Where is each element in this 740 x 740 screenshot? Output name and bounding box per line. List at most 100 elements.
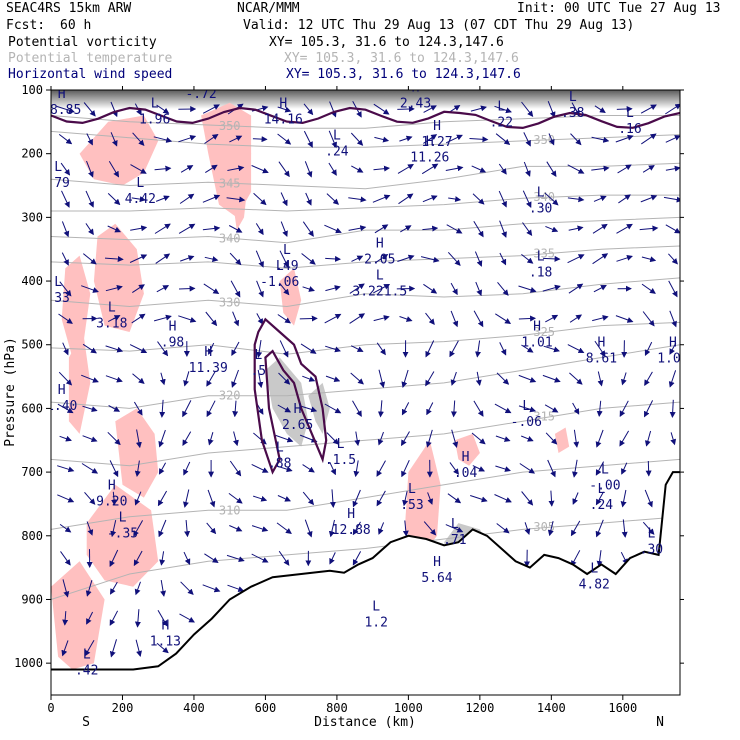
- wind-vector: [108, 161, 120, 178]
- wind-vector: [131, 196, 146, 203]
- isentrope-line: [51, 162, 680, 190]
- wind-vector: [86, 133, 93, 146]
- wind-vector: [58, 134, 73, 145]
- pv-fill-region: [404, 440, 441, 555]
- wind-vector: [108, 405, 121, 412]
- wind-vector: [377, 431, 384, 446]
- wind-vector: [110, 132, 118, 147]
- x-tick-label: 1200: [465, 701, 494, 715]
- wind-vector: [568, 225, 584, 232]
- pv-extremum-kind: H: [279, 96, 287, 111]
- pv-extremum-kind: H: [597, 335, 605, 350]
- pv-extremum-kind: L: [54, 275, 62, 290]
- wind-vector: [109, 460, 119, 478]
- pv-extremum-value: 2.43: [400, 97, 431, 112]
- wind-vector: [475, 371, 482, 386]
- wind-vector: [301, 253, 316, 265]
- wind-vector: [373, 315, 390, 322]
- pv-extremum-value: 4.42: [125, 192, 156, 207]
- wind-vector: [423, 134, 438, 144]
- wind-vector: [518, 374, 537, 383]
- wind-vector: [135, 429, 142, 449]
- wind-vector: [497, 281, 509, 296]
- pv-extremum-value: -.35: [107, 526, 138, 541]
- wind-vector: [133, 550, 143, 567]
- isentrope-line: [51, 194, 680, 212]
- wind-vector: [518, 315, 537, 322]
- wind-vector: [496, 372, 510, 385]
- pv-extremum-value: 1.13: [150, 635, 181, 650]
- pv-extremum-kind: L: [337, 437, 345, 452]
- pv-fill-region: [279, 268, 302, 326]
- x-tick-label: 1400: [537, 701, 566, 715]
- wind-vector: [469, 136, 489, 143]
- wind-vector: [158, 429, 166, 448]
- wind-vector: [448, 196, 462, 203]
- x-axis-label: Distance (km): [314, 715, 416, 730]
- wind-vector: [57, 403, 74, 414]
- wind-vector: [567, 344, 585, 353]
- pv-extremum-kind: L: [83, 647, 91, 662]
- wind-vector: [84, 640, 95, 657]
- pv-extremum-kind: L: [522, 399, 530, 414]
- wind-vector: [353, 460, 360, 478]
- pv-extremum-kind: L: [333, 128, 341, 143]
- wind-vector: [376, 342, 386, 356]
- wind-vector: [665, 224, 680, 234]
- x-tick-label: 800: [326, 701, 348, 715]
- wind-vector: [669, 310, 677, 328]
- pv-fill-region: [229, 121, 252, 231]
- wind-vector: [110, 581, 118, 595]
- pv-extremum-kind: H: [347, 507, 355, 522]
- wind-vector: [376, 490, 386, 507]
- wind-vector: [425, 429, 433, 448]
- wind-vector: [348, 196, 367, 203]
- wind-vector: [569, 372, 583, 385]
- wind-vector: [641, 283, 656, 294]
- legend-xy-theta: XY= 105.3, 31.6 to 124.3,147.6: [284, 51, 519, 66]
- wind-vector: [400, 225, 412, 233]
- pv-extremum-value: .49: [275, 259, 298, 274]
- wind-vector: [86, 521, 94, 536]
- wind-vector: [397, 254, 415, 262]
- pv-extremum-kind: H: [108, 479, 116, 494]
- wind-vector: [205, 311, 218, 327]
- wind-vector: [670, 432, 677, 446]
- wind-vector: [349, 313, 366, 324]
- wind-vector: [495, 133, 511, 146]
- wind-vector: [542, 284, 561, 292]
- wind-vector: [447, 251, 461, 266]
- wind-vector: [107, 225, 122, 233]
- wind-vector: [183, 371, 190, 387]
- wind-vector: [591, 165, 610, 172]
- wind-vector: [669, 342, 677, 355]
- isentrope-label: 340: [219, 232, 241, 246]
- y-tick-label: 100: [21, 83, 43, 97]
- wind-vector: [159, 372, 166, 386]
- pv-extremum-value: 1.2: [364, 616, 387, 631]
- wind-vector: [280, 192, 288, 207]
- wind-vector: [494, 403, 512, 414]
- wind-vector: [567, 254, 585, 264]
- wind-vector: [227, 165, 245, 172]
- wind-vector: [570, 520, 581, 537]
- wind-vector: [615, 315, 634, 323]
- wind-vector: [544, 192, 559, 206]
- wind-vector: [60, 551, 71, 566]
- wind-vector: [594, 105, 606, 113]
- pv-extremum-value: .18: [529, 265, 552, 280]
- wind-vector: [352, 489, 361, 508]
- wind-vector: [156, 285, 170, 293]
- isentrope-label: 320: [219, 389, 241, 403]
- wind-vector: [473, 220, 484, 238]
- wind-vector: [132, 373, 145, 384]
- wind-vector: [202, 584, 221, 593]
- pv-fill-region: [454, 433, 480, 466]
- wind-vector: [573, 429, 580, 448]
- wind-vector: [129, 344, 148, 354]
- wind-vector: [81, 463, 99, 474]
- wind-vector: [543, 345, 560, 353]
- wind-vector: [329, 101, 337, 118]
- pv-extremum-kind: L: [136, 176, 144, 191]
- pv-fill-region: [554, 427, 570, 453]
